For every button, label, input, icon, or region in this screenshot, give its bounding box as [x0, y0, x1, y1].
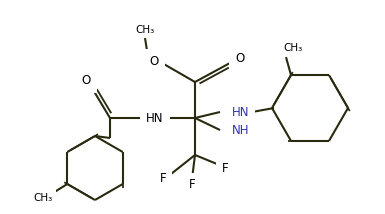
- Text: CH₃: CH₃: [136, 25, 155, 35]
- Text: F: F: [189, 178, 195, 192]
- Text: HN: HN: [146, 111, 164, 125]
- Text: F: F: [160, 171, 166, 184]
- Text: F: F: [222, 162, 228, 174]
- Text: NH: NH: [232, 123, 249, 137]
- Text: O: O: [235, 52, 244, 64]
- Text: H
N: H N: [151, 107, 159, 129]
- Text: HN: HN: [232, 106, 249, 119]
- Text: O: O: [81, 74, 90, 88]
- Text: CH₃: CH₃: [283, 43, 303, 53]
- Text: CH₃: CH₃: [33, 193, 53, 203]
- Text: O: O: [149, 55, 159, 67]
